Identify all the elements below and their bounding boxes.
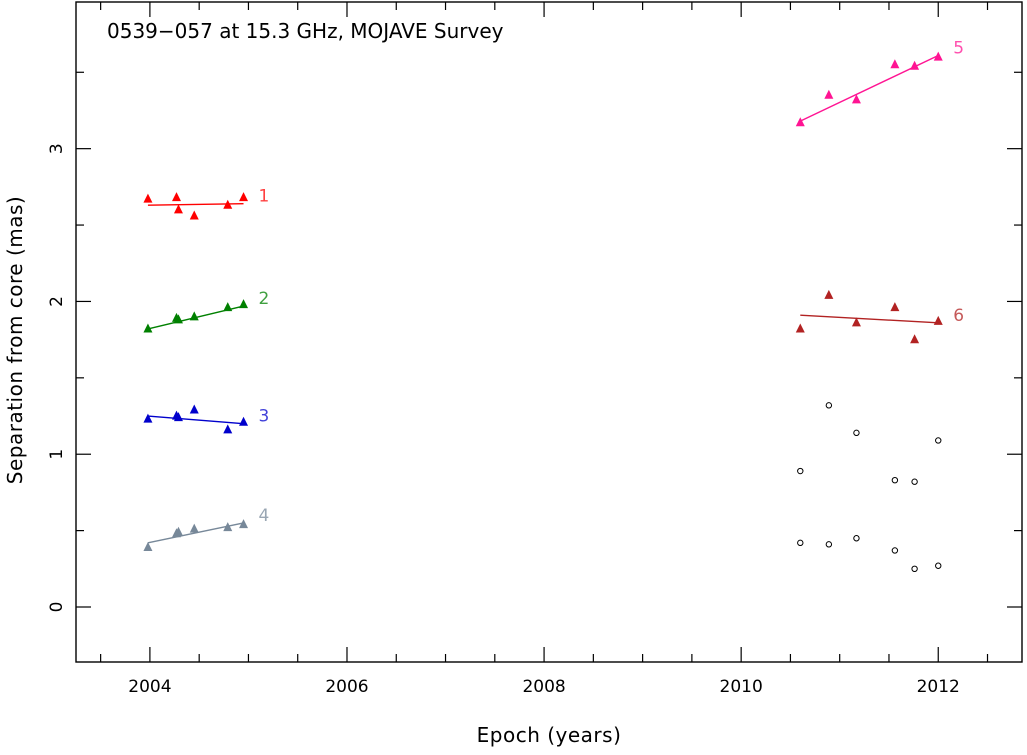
series-label-5: 5 <box>953 38 964 58</box>
point-4 <box>143 542 153 552</box>
point-6 <box>824 289 834 299</box>
point-unassigned <box>891 547 899 554</box>
point-6 <box>910 334 920 344</box>
point-6 <box>851 317 861 327</box>
x-axis-title: Epoch (years) <box>477 723 622 747</box>
point-1 <box>223 199 233 209</box>
point-unassigned <box>825 541 833 548</box>
point-unassigned <box>911 565 918 573</box>
point-3 <box>239 416 249 426</box>
point-4 <box>239 519 249 529</box>
series-label-2: 2 <box>259 289 270 309</box>
x-tick-label: 2010 <box>720 677 763 697</box>
point-1 <box>173 204 183 214</box>
point-unassigned <box>797 539 804 547</box>
series-labels: 1 2 3 4 5 6 <box>259 38 965 526</box>
axis-ticks <box>76 2 1022 662</box>
series-label-4: 4 <box>259 506 270 526</box>
point-3 <box>189 404 199 414</box>
point-5 <box>910 60 920 70</box>
point-4 <box>223 522 233 532</box>
fit-line-5 <box>799 54 939 122</box>
point-2 <box>239 299 249 309</box>
fit-line-6 <box>800 314 939 324</box>
point-3 <box>223 424 233 434</box>
point-3 <box>173 412 183 422</box>
point-2 <box>189 311 199 321</box>
point-5 <box>795 117 805 127</box>
point-6 <box>890 302 900 312</box>
point-6 <box>933 315 943 325</box>
point-4 <box>189 523 199 533</box>
point-2 <box>173 314 183 324</box>
x-tick-label: 2012 <box>917 677 960 697</box>
point-2 <box>223 302 233 312</box>
y-tick-label: 0 <box>47 602 67 613</box>
series-label-3: 3 <box>259 407 270 427</box>
y-tick-label: 1 <box>47 449 67 460</box>
point-5 <box>851 94 861 104</box>
y-axis-title: Separation from core (mas) <box>3 196 27 484</box>
point-1 <box>172 192 182 202</box>
point-6 <box>795 323 805 333</box>
x-tick-label: 2008 <box>522 677 565 697</box>
point-1 <box>143 193 153 203</box>
x-tick-label: 2004 <box>128 677 171 697</box>
data-points <box>143 51 943 573</box>
fit-line-3 <box>147 415 244 425</box>
point-unassigned <box>935 437 942 444</box>
point-1 <box>189 210 199 220</box>
series-label-6: 6 <box>953 306 964 326</box>
chart-title: 0539−057 at 15.3 GHz, MOJAVE Survey <box>107 19 504 43</box>
point-unassigned <box>825 402 833 409</box>
plot-frame <box>75 1 1023 663</box>
point-unassigned <box>891 476 899 484</box>
point-unassigned <box>853 429 860 437</box>
x-tick-label: 2006 <box>325 677 368 697</box>
point-unassigned <box>911 478 918 485</box>
point-unassigned <box>853 535 860 542</box>
point-5 <box>890 59 900 69</box>
point-2 <box>143 323 153 333</box>
point-1 <box>239 192 249 202</box>
point-4 <box>173 526 183 536</box>
y-tick-label: 2 <box>47 296 67 307</box>
y-tick-label: 3 <box>47 143 67 154</box>
point-unassigned <box>935 562 942 569</box>
point-5 <box>933 51 943 61</box>
point-5 <box>824 89 834 99</box>
series-label-1: 1 <box>259 187 270 207</box>
point-unassigned <box>797 467 804 475</box>
point-3 <box>143 413 153 423</box>
